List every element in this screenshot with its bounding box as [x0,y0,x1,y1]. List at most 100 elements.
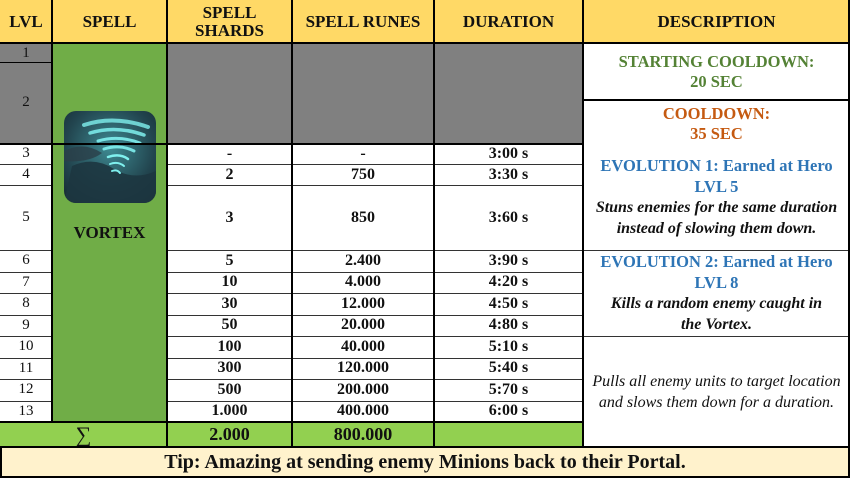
divider [848,0,850,478]
divider [0,42,850,44]
duration-cell: 3:30 s [434,164,583,185]
divider [433,0,435,447]
header-spell: SPELL [52,0,167,44]
shards-cell: 5 [167,250,292,272]
divider [167,379,583,380]
divider [0,271,52,273]
divider [0,314,52,316]
lvl-cell: 4 [0,164,52,185]
shards-cell: 1.000 [167,400,292,422]
divider [167,314,583,316]
lvl-cell: 12 [0,379,52,401]
starting-cooldown-value: 20 SEC [690,71,743,91]
runes-cell: 2.400 [292,250,434,272]
spell-cell [52,44,167,422]
divider [51,0,53,422]
lvl-cell: 13 [0,400,52,422]
vortex-tornado-icon [64,111,156,203]
evolution-2-title: EVOLUTION 2: Earned at Hero LVL 8 [600,252,833,292]
base-description-cell: Pulls all enemy units to target location… [583,336,850,447]
spell-name: VORTEX [73,223,146,242]
lvl-cell: 2 [0,62,52,143]
runes-cell: 850 [292,185,434,250]
divider [167,400,583,402]
shards-cell: 3 [167,185,292,250]
lvl-cell: 1 [0,44,52,62]
locked-runes-cell [292,44,434,143]
sum-symbol: ∑ [0,422,167,447]
cooldown-cell: COOLDOWN: 35 SEC [583,99,850,143]
divider [0,357,52,359]
lvl-cell: 6 [0,250,52,272]
header-description: DESCRIPTION [583,0,850,44]
runes-cell: 120.000 [292,357,434,379]
shards-cell: - [167,143,292,164]
duration-cell: 5:70 s [434,379,583,401]
runes-cell: - [292,143,434,164]
divider [167,293,583,294]
divider [0,379,52,380]
divider [0,62,52,63]
runes-cell: 4.000 [292,271,434,293]
evolution-1-text: Stuns enemies for the same duration inst… [595,198,838,237]
sum-duration [434,422,583,447]
divider [167,250,850,251]
starting-cooldown-label: STARTING COOLDOWN: [618,51,815,71]
divider [0,446,850,448]
duration-cell: 4:50 s [434,293,583,315]
shards-cell: 500 [167,379,292,401]
lvl-cell: 9 [0,314,52,336]
duration-cell: 4:80 s [434,314,583,336]
runes-cell: 400.000 [292,400,434,422]
duration-cell: 6:00 s [434,400,583,422]
divider [0,476,850,478]
locked-duration-cell [434,44,583,143]
runes-cell: 200.000 [292,379,434,401]
divider [0,293,52,294]
duration-cell: 3:00 s [434,143,583,164]
cooldown-label: COOLDOWN: [662,104,771,123]
evolution-1-title: EVOLUTION 1: Earned at Hero LVL 5 [600,155,833,196]
starting-cooldown-cell: STARTING COOLDOWN: 20 SEC [583,44,850,99]
divider [0,185,52,186]
shards-cell: 300 [167,357,292,379]
duration-cell: 3:90 s [434,250,583,272]
duration-cell: 3:60 s [434,185,583,250]
evolution-2-text: Kills a random enemy caught in the Vorte… [610,295,823,333]
runes-cell: 40.000 [292,336,434,358]
sum-runes: 800.000 [292,422,434,447]
shards-cell: 100 [167,336,292,358]
shards-cell: 50 [167,314,292,336]
runes-cell: 750 [292,164,434,185]
duration-cell: 4:20 s [434,271,583,293]
lvl-cell: 10 [0,336,52,358]
divider [0,250,52,251]
divider [0,447,2,478]
header-lvl: LVL [0,0,52,44]
runes-cell: 20.000 [292,314,434,336]
divider [0,400,52,402]
divider [167,271,583,273]
divider [167,336,850,337]
sum-shards: 2.000 [167,422,292,447]
tip-text: Tip: Amazing at sending enemy Minions ba… [0,447,850,478]
locked-shards-cell [167,44,292,143]
header-duration: DURATION [434,0,583,44]
runes-cell: 12.000 [292,293,434,315]
duration-cell: 5:40 s [434,357,583,379]
lvl-cell: 3 [0,143,52,164]
lvl-cell: 8 [0,293,52,315]
lvl-cell: 5 [0,185,52,250]
cooldown-value: 35 SEC [690,124,743,143]
lvl-cell: 7 [0,271,52,293]
lvl-cell: 11 [0,357,52,379]
divider [167,164,583,165]
shards-cell: 10 [167,271,292,293]
shards-cell: 2 [167,164,292,185]
divider [166,0,168,447]
shards-cell: 30 [167,293,292,315]
divider [167,185,583,186]
divider [167,357,583,359]
divider [582,0,584,447]
